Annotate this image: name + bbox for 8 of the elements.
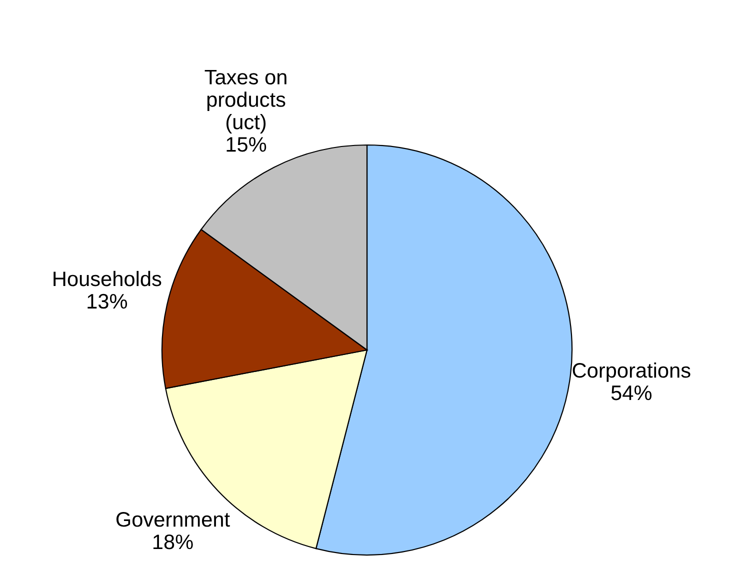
slice-label: Taxes on products (uct) [204,70,286,134]
data-label: 54% [611,386,652,400]
slice-label: Corporations [572,362,690,382]
data-label: 13% [88,294,128,309]
data-label: 18% [153,534,193,550]
slice-label: Households [54,270,162,286]
slice-label: Government [116,512,230,527]
data-label: 15% [226,137,266,152]
